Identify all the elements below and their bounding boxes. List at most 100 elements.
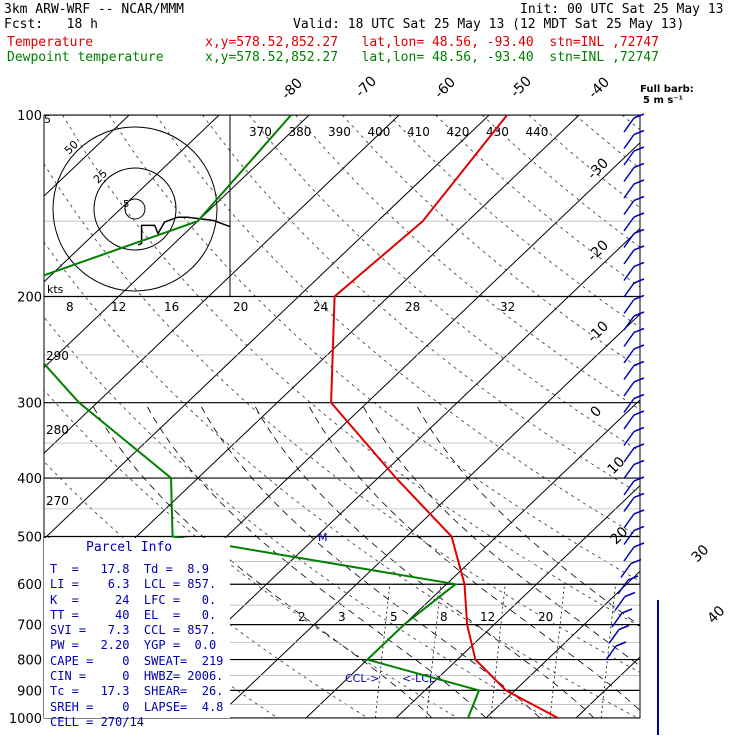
wind-barb: [623, 134, 635, 149]
theta-label: 370: [249, 125, 272, 139]
moist-adiabat-line: [252, 402, 595, 718]
wind-barb-flag: [633, 443, 645, 449]
temperature-legend: Temperature: [7, 35, 94, 50]
dewpoint-profile: [44, 115, 481, 718]
corner-mark: 5: [44, 113, 51, 126]
hodograph-ring-5: [124, 198, 146, 220]
dewpoint-legend: Dewpoint temperature: [7, 50, 164, 65]
hodograph-speed-label: 24: [313, 300, 328, 314]
hodograph-unit-label: kts: [47, 283, 64, 296]
model-title: 3km ARW-WRF -- NCAR/MMM: [4, 2, 185, 17]
wind-barb-flag: [633, 476, 645, 482]
wind-barb-flag: [633, 162, 645, 169]
parcel-info-row: SVI = 7.3 CCL = 857.: [50, 623, 217, 638]
pressure-tick-label: 1000: [9, 712, 42, 727]
mixing-ratio-label: 5: [390, 610, 398, 624]
wind-barb: [617, 579, 629, 595]
mixing-ratio-line: [665, 584, 679, 718]
wind-barb-flag: [633, 245, 645, 251]
dry-adiabat-line: [388, 115, 640, 328]
wind-barb-flag: [633, 410, 645, 416]
wind-barb: [623, 431, 635, 446]
hodograph-trace: [137, 216, 230, 246]
wind-barb-flag: [633, 294, 645, 301]
wind-key-title: Full barb:: [640, 84, 694, 95]
wind-barb-flag: [621, 608, 633, 614]
isotherm-line: [395, 484, 640, 718]
wind-barb-flag: [615, 641, 627, 647]
temperature-profile: [330, 115, 559, 718]
wind-barb: [623, 216, 635, 232]
wind-barb: [623, 299, 635, 314]
wind-barb: [623, 183, 635, 199]
hodograph-speed-label: 8: [66, 300, 74, 314]
wind-barb-flag: [633, 179, 645, 185]
temp-top-label: -70: [353, 73, 380, 100]
wind-barb-flag: [633, 525, 645, 532]
wind-barb: [623, 464, 635, 479]
parcel-info-row: T = 17.8 Td = 8.9: [50, 562, 209, 576]
theta-side-label: 290: [46, 349, 69, 363]
pressure-tick-label: 300: [17, 397, 42, 412]
wind-barb-flag: [633, 129, 645, 136]
wind-barb-flag: [633, 278, 645, 284]
init-time: Init: 00 UTC Sat 25 May 13: [520, 2, 724, 17]
wind-barb: [623, 315, 635, 331]
theta-side-label: 280: [46, 423, 69, 437]
wind-barb-flag: [633, 542, 645, 548]
temp-right-label: 40: [705, 603, 729, 627]
hodograph-ring-label: 5: [123, 199, 129, 210]
wind-barb-flag: [633, 327, 645, 334]
pressure-tick-label: 700: [17, 619, 42, 634]
wind-barb: [623, 200, 635, 215]
temp-top-label: -50: [508, 73, 535, 100]
theta-side-label: 270: [46, 494, 69, 508]
hodograph-speed-label: 28: [405, 300, 420, 314]
temp-top-label: -40: [586, 74, 613, 101]
pressure-tick-label: 200: [17, 291, 42, 306]
hodograph-speed-label: 16: [164, 300, 179, 314]
parcel-marker: M: [318, 531, 328, 544]
temp-right-label: 20: [608, 524, 632, 548]
wind-barb: [623, 233, 635, 248]
isotherm-line: [44, 115, 490, 540]
isotherm-line: [666, 115, 740, 718]
theta-label: 420: [447, 125, 470, 139]
mixing-ratio-label: 8: [440, 610, 448, 624]
valid-time: Valid: 18 UTC Sat 25 May 13 (12 MDT Sat …: [293, 17, 685, 32]
wind-barb-flag: [633, 492, 645, 499]
theta-label: 390: [328, 125, 351, 139]
wind-barb-flag: [618, 624, 630, 631]
wind-barb: [620, 563, 632, 578]
pressure-tick-label: 800: [17, 654, 42, 669]
wind-barb: [623, 381, 635, 397]
moist-adiabat-line: [414, 402, 640, 627]
parcel-info-title: Parcel Info: [86, 540, 173, 555]
parcel-info-row: CELL = 270/14: [50, 714, 144, 729]
parcel-info-row: CAPE = 0 SWEAT= 219: [50, 653, 224, 668]
wind-barb: [623, 266, 635, 281]
parcel-info-row: K = 24 LFC = 0.: [50, 592, 217, 607]
moist-adiabat-line: [306, 402, 640, 711]
dry-adiabat-line: [202, 115, 640, 495]
temp-right-label: 0: [588, 403, 606, 421]
wind-barb: [623, 348, 635, 364]
theta-label: 380: [289, 125, 312, 139]
wind-barb: [614, 596, 626, 611]
parcel-info-panel: Parcel Info T = 17.8 Td = 8.9 LI = 6.3 LC…: [44, 538, 230, 729]
hodograph-ring-50: [52, 126, 218, 292]
wind-barb: [623, 513, 635, 529]
temp-right-label: -10: [585, 318, 612, 345]
wind-barb: [611, 612, 623, 628]
hodograph-speed-label: 32: [500, 300, 515, 314]
wind-barb-flag: [633, 261, 645, 268]
dry-adiabat-line: [248, 115, 640, 452]
isotherm-line: [44, 115, 400, 454]
ccl-marker: CCL->: [345, 672, 379, 685]
wind-barb-flag: [624, 591, 636, 598]
wind-barb: [623, 249, 635, 265]
temp-right-label: -30: [585, 155, 612, 182]
dry-adiabat-line: [295, 115, 640, 411]
wind-barb: [623, 117, 635, 133]
